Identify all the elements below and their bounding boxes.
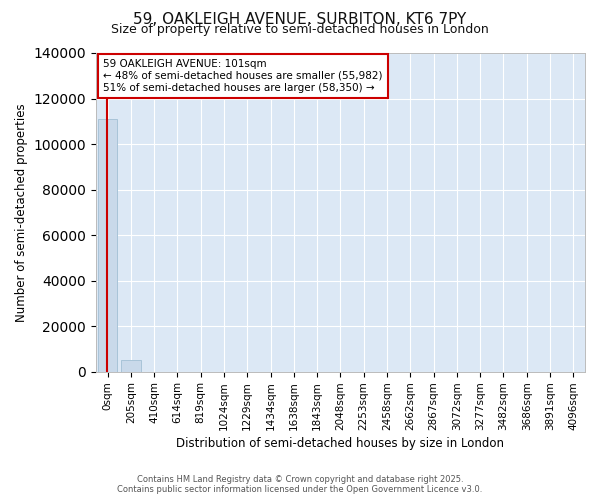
Text: Size of property relative to semi-detached houses in London: Size of property relative to semi-detach… <box>111 24 489 36</box>
Y-axis label: Number of semi-detached properties: Number of semi-detached properties <box>15 103 28 322</box>
Text: Contains HM Land Registry data © Crown copyright and database right 2025.
Contai: Contains HM Land Registry data © Crown c… <box>118 474 482 494</box>
X-axis label: Distribution of semi-detached houses by size in London: Distribution of semi-detached houses by … <box>176 437 505 450</box>
Bar <box>121 360 141 372</box>
Text: 59 OAKLEIGH AVENUE: 101sqm
← 48% of semi-detached houses are smaller (55,982)
51: 59 OAKLEIGH AVENUE: 101sqm ← 48% of semi… <box>103 60 383 92</box>
Bar <box>98 119 118 372</box>
Text: 59, OAKLEIGH AVENUE, SURBITON, KT6 7PY: 59, OAKLEIGH AVENUE, SURBITON, KT6 7PY <box>133 12 467 28</box>
